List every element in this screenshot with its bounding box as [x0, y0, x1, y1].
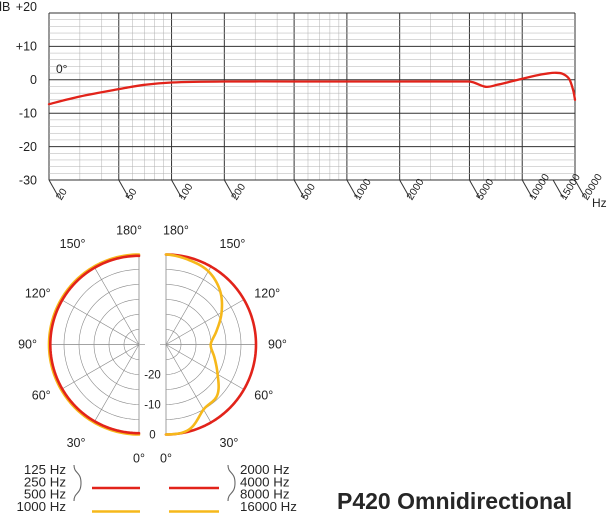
- svg-text:150°: 150°: [60, 237, 86, 251]
- svg-text:-10: -10: [19, 107, 37, 121]
- svg-text:0: 0: [30, 73, 37, 87]
- svg-text:+20: +20: [16, 0, 37, 14]
- svg-text:0°: 0°: [133, 452, 145, 466]
- svg-text:90°: 90°: [268, 338, 287, 352]
- svg-text:30°: 30°: [67, 436, 86, 450]
- svg-text:0°: 0°: [160, 452, 172, 466]
- svg-text:0: 0: [149, 430, 155, 442]
- svg-text:5000: 5000: [475, 177, 497, 202]
- svg-text:180°: 180°: [163, 224, 189, 238]
- svg-text:10000: 10000: [528, 172, 553, 202]
- svg-text:60°: 60°: [32, 389, 51, 403]
- svg-text:120°: 120°: [25, 287, 51, 301]
- svg-text:20: 20: [54, 187, 70, 203]
- svg-text:P420 Omnidirectional: P420 Omnidirectional: [337, 488, 572, 514]
- svg-text:60°: 60°: [254, 389, 273, 403]
- svg-text:-20: -20: [19, 140, 37, 154]
- svg-text:-20: -20: [144, 370, 161, 382]
- svg-text:16000 Hz: 16000 Hz: [240, 499, 297, 514]
- svg-text:100: 100: [177, 182, 196, 203]
- svg-text:-30: -30: [19, 173, 37, 187]
- svg-text:dB: dB: [0, 0, 10, 14]
- svg-text:30°: 30°: [220, 436, 239, 450]
- svg-text:1000: 1000: [352, 177, 374, 202]
- svg-text:150°: 150°: [220, 237, 246, 251]
- svg-text:180°: 180°: [116, 224, 142, 238]
- svg-text:1000 Hz: 1000 Hz: [16, 499, 66, 514]
- svg-text:Hz: Hz: [592, 196, 607, 210]
- svg-text:90°: 90°: [18, 338, 37, 352]
- svg-text:+10: +10: [16, 40, 37, 54]
- svg-text:120°: 120°: [254, 287, 280, 301]
- svg-text:2000: 2000: [405, 177, 427, 202]
- svg-text:50: 50: [124, 187, 140, 203]
- svg-text:200: 200: [230, 182, 249, 203]
- svg-text:-10: -10: [144, 400, 161, 412]
- svg-text:0°: 0°: [56, 62, 68, 76]
- svg-text:500: 500: [300, 182, 319, 203]
